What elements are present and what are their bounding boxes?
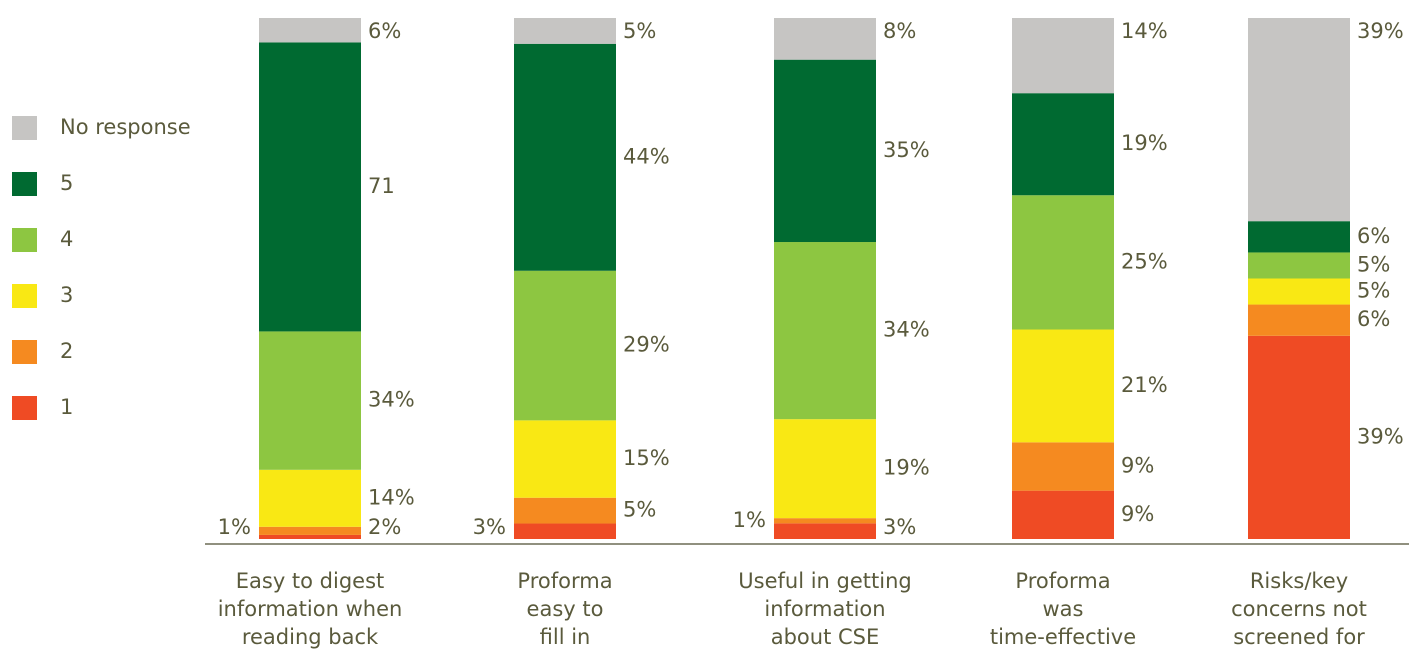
bar-segment xyxy=(514,420,616,498)
bar-segment xyxy=(774,18,876,60)
value-label: 25% xyxy=(1121,249,1168,273)
x-tick-label-line: screened for xyxy=(1233,625,1365,649)
x-tick-label-line: was xyxy=(1043,597,1084,621)
bar-segment xyxy=(1012,442,1114,491)
bar-segment xyxy=(514,18,616,44)
x-tick-label-line: reading back xyxy=(242,625,379,649)
value-label: 9% xyxy=(1121,502,1154,526)
value-label: 71 xyxy=(368,174,395,198)
value-label: 14% xyxy=(368,485,415,509)
x-tick-label-line: Proforma xyxy=(1015,569,1110,593)
legend-label: 4 xyxy=(60,227,73,251)
value-label: 29% xyxy=(623,333,670,357)
legend-swatch xyxy=(12,340,37,364)
legend-swatch xyxy=(12,284,37,308)
legend-label: 3 xyxy=(60,283,73,307)
x-tick-label-line: Easy to digest xyxy=(236,569,385,593)
value-label: 6% xyxy=(1357,307,1390,331)
x-tick-label-line: fill in xyxy=(540,625,591,649)
value-label: 34% xyxy=(883,318,930,342)
value-label: 1% xyxy=(218,515,251,539)
x-tick-label: Proforma easy to fill in xyxy=(517,569,612,649)
bar-segment xyxy=(514,497,616,524)
bar-segment xyxy=(259,331,361,470)
value-label: 2% xyxy=(368,515,401,539)
value-label: 14% xyxy=(1121,19,1168,43)
x-tick-label-line: Useful in getting xyxy=(738,569,911,593)
value-label: 19% xyxy=(1121,131,1168,155)
bar-segment xyxy=(1012,93,1114,196)
value-label: 5% xyxy=(1357,252,1390,276)
value-label: 39% xyxy=(1357,19,1404,43)
bar-segment xyxy=(774,242,876,420)
bar-segment xyxy=(1248,252,1350,279)
legend-swatch xyxy=(12,396,37,420)
value-label: 5% xyxy=(623,498,656,522)
value-label: 5% xyxy=(623,19,656,43)
bar-segment xyxy=(1248,304,1350,336)
bar-segment xyxy=(514,270,616,421)
x-tick-label-line: time-effective xyxy=(990,625,1136,649)
x-tick-label: Risks/key concerns not screened for xyxy=(1231,569,1367,649)
value-label: 3% xyxy=(473,515,506,539)
bar-segment xyxy=(774,419,876,519)
value-label: 44% xyxy=(623,144,670,168)
value-label: 9% xyxy=(1121,453,1154,477)
bar-segment xyxy=(1012,18,1114,94)
bar-segment xyxy=(774,523,876,539)
x-tick-label: Easy to digest information when reading ba… xyxy=(218,569,403,649)
legend-swatch xyxy=(12,116,37,140)
legend-swatch xyxy=(12,172,37,196)
bar-segment xyxy=(259,18,361,43)
legend-label: 2 xyxy=(60,339,73,363)
bar-segment xyxy=(259,534,361,539)
value-label: 1% xyxy=(733,508,766,532)
bar-segment xyxy=(1012,195,1114,330)
value-label: 34% xyxy=(368,388,415,412)
bar-segment xyxy=(1248,18,1350,222)
value-label: 8% xyxy=(883,19,916,43)
bar-segment xyxy=(1248,221,1350,253)
bar-segment xyxy=(1248,278,1350,305)
bar-segment xyxy=(774,518,876,524)
value-label: 19% xyxy=(883,456,930,480)
x-tick-label-line: Proforma xyxy=(517,569,612,593)
value-label: 15% xyxy=(623,446,670,470)
bar-segment xyxy=(1012,329,1114,443)
x-tick-label: Proforma was time-effective xyxy=(990,569,1136,649)
x-tick-label-line: Risks/key xyxy=(1250,569,1348,593)
x-tick-label-line: information xyxy=(764,597,885,621)
bar-segment xyxy=(259,42,361,332)
value-label: 35% xyxy=(883,138,930,162)
legend-swatch xyxy=(12,228,37,252)
legend-label: 1 xyxy=(60,395,73,419)
x-tick-label-line: information when xyxy=(218,597,403,621)
legend-label: 5 xyxy=(60,171,73,195)
bar-segment xyxy=(1012,490,1114,539)
x-tick-label-line: concerns not xyxy=(1231,597,1367,621)
value-label: 6% xyxy=(1357,224,1390,248)
value-label: 21% xyxy=(1121,373,1168,397)
x-tick-label-line: about CSE xyxy=(771,625,880,649)
bar-segment xyxy=(774,59,876,243)
bar-segment xyxy=(514,523,616,539)
bar-segment xyxy=(259,469,361,527)
bar-segment xyxy=(1248,335,1350,539)
value-label: 3% xyxy=(883,515,916,539)
bar-segment xyxy=(514,43,616,271)
legend-label: No response xyxy=(60,115,191,139)
value-label: 5% xyxy=(1357,279,1390,303)
bar-segment xyxy=(259,526,361,535)
value-label: 6% xyxy=(368,19,401,43)
value-label: 39% xyxy=(1357,424,1404,448)
x-tick-label-line: easy to xyxy=(527,597,604,621)
x-tick-label: Useful in getting information about CSE xyxy=(738,569,911,649)
